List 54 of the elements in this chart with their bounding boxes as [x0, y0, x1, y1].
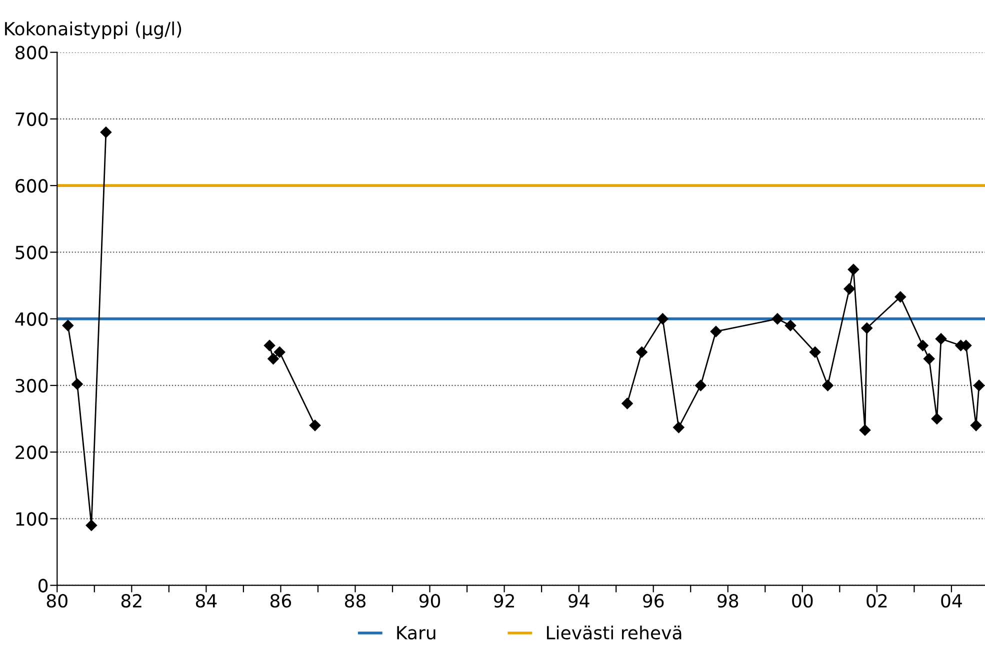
point — [931, 413, 943, 424]
point — [274, 346, 286, 358]
point — [917, 340, 928, 352]
point — [809, 346, 821, 358]
point — [264, 340, 276, 352]
point — [924, 353, 935, 364]
legend-label: Lievästi rehevä — [546, 626, 682, 640]
point — [657, 313, 668, 324]
point — [844, 283, 855, 294]
x-tick-label: 94 — [568, 594, 590, 608]
y-axis-title: Kokonaistyppi (µg/l) — [5, 22, 182, 39]
point — [970, 420, 982, 432]
point — [710, 326, 722, 338]
point — [695, 380, 706, 392]
x-tick-label: 98 — [718, 594, 738, 608]
x-tick-label: 00 — [792, 594, 813, 608]
point — [772, 313, 784, 324]
point — [784, 320, 796, 332]
point — [62, 320, 74, 332]
x-tick-label: 80 — [46, 594, 68, 608]
x-tick-label: 84 — [196, 594, 217, 608]
point — [894, 291, 906, 302]
point — [861, 322, 872, 334]
legend-label: Karu — [397, 626, 436, 640]
y-tick-label: 500 — [16, 246, 48, 260]
y-tick-label: 800 — [16, 46, 48, 60]
y-tick-label: 700 — [16, 112, 48, 126]
x-tick-label: 88 — [344, 594, 366, 608]
x-tick-label: 04 — [941, 594, 962, 608]
x-tick-label: 82 — [121, 594, 142, 608]
point — [268, 353, 279, 364]
y-tick-label: 300 — [16, 378, 48, 393]
point — [848, 264, 860, 276]
x-tick-label: 92 — [494, 594, 514, 608]
point — [86, 520, 98, 531]
point — [973, 380, 985, 392]
point — [859, 424, 871, 436]
point — [673, 422, 684, 434]
y-tick-label: 0 — [38, 578, 48, 592]
x-tick-label: 96 — [643, 594, 664, 608]
point — [100, 126, 112, 138]
point — [636, 346, 648, 358]
point — [309, 420, 321, 432]
y-tick-label: 400 — [15, 312, 48, 326]
y-tick-label: 100 — [16, 512, 48, 526]
x-tick-label: 90 — [419, 594, 440, 608]
y-tick-label: 200 — [16, 446, 48, 460]
x-tick-label: 86 — [270, 594, 292, 608]
point — [72, 378, 83, 390]
point — [822, 380, 834, 392]
point — [622, 398, 633, 410]
point — [935, 333, 947, 344]
x-tick-label: 02 — [866, 594, 887, 608]
y-tick-label: 600 — [16, 179, 48, 193]
